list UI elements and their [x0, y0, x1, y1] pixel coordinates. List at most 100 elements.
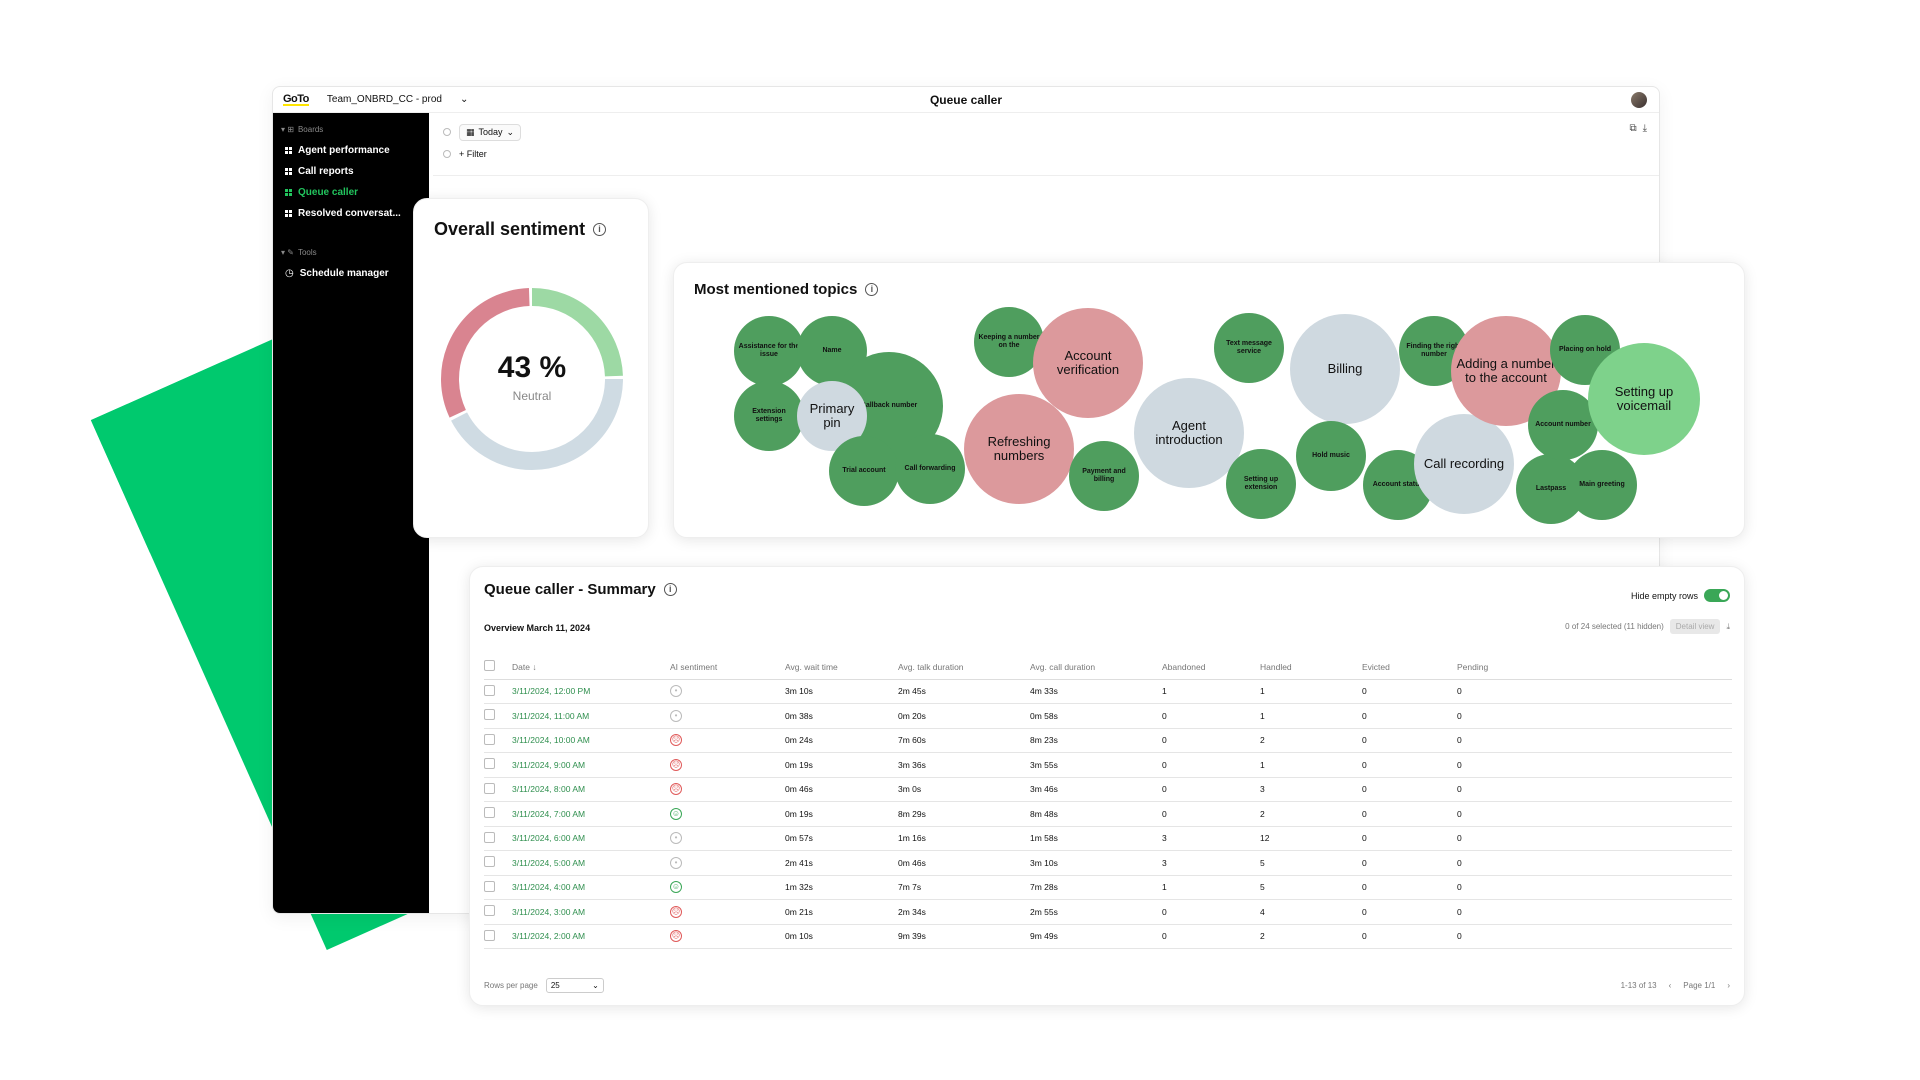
topic-bubble[interactable]: Extension settings	[734, 381, 804, 451]
row-checkbox[interactable]	[484, 905, 495, 917]
drag-handle-icon[interactable]	[443, 150, 451, 158]
cell-call: 7m 28s	[1030, 875, 1162, 900]
table-row[interactable]: 3/11/2024, 9:00 AM ☹ 0m 19s 3m 36s 3m 55s 0 1 0…	[484, 752, 1732, 778]
topic-bubble[interactable]: Account number	[1528, 390, 1598, 460]
hide-empty-rows-toggle[interactable]	[1704, 589, 1730, 602]
cell-date[interactable]: 3/11/2024, 8:00 AM	[512, 777, 670, 802]
table-row[interactable]: 3/11/2024, 2:00 AM ☹ 0m 10s 9m 39s 9m 49s 0 2 0…	[484, 924, 1732, 949]
cell-date[interactable]: 3/11/2024, 4:00 AM	[512, 875, 670, 900]
row-checkbox[interactable]	[484, 831, 495, 843]
table-row[interactable]: 3/11/2024, 10:00 AM ☹ 0m 24s 7m 60s 8m 23s 0 2…	[484, 728, 1732, 753]
col-ai-sentiment[interactable]: AI sentiment	[670, 655, 785, 680]
boards-section-header[interactable]: ▾ ⊞ Boards	[273, 121, 429, 140]
topic-bubble[interactable]: Account verification	[1033, 308, 1143, 418]
row-checkbox[interactable]	[484, 856, 495, 868]
sidebar-item-schedule-manager[interactable]: ◷ Schedule manager	[273, 263, 429, 284]
table-row[interactable]: 3/11/2024, 7:00 AM ☺ 0m 19s 8m 29s 8m 48s 0 2 0…	[484, 801, 1732, 827]
cell-abandoned: 3	[1162, 850, 1260, 876]
cell-checkbox	[484, 801, 512, 827]
row-checkbox[interactable]	[484, 733, 495, 745]
col-handled[interactable]: Handled	[1260, 655, 1362, 680]
row-checkbox[interactable]	[484, 684, 495, 696]
prev-page-icon[interactable]: ‹	[1668, 981, 1672, 990]
selection-info: 0 of 24 selected (11 hidden) Detail view ⤓	[1565, 619, 1730, 634]
col-abandoned[interactable]: Abandoned	[1162, 655, 1260, 680]
sidebar-item-resolved-conversations[interactable]: Resolved conversat...	[273, 203, 429, 224]
cell-date[interactable]: 3/11/2024, 7:00 AM	[512, 801, 670, 827]
copy-icon[interactable]: ⧉	[1629, 123, 1637, 134]
sidebar-item-agent-performance[interactable]: Agent performance	[273, 140, 429, 161]
topic-bubble[interactable]: Assistance for the issue	[734, 316, 804, 386]
filter-button[interactable]: + Filter	[459, 149, 487, 159]
cell-date[interactable]: 3/11/2024, 11:00 AM	[512, 703, 670, 729]
table-row[interactable]: 3/11/2024, 8:00 AM ☹ 0m 46s 3m 0s 3m 46s 0 3 0 0	[484, 777, 1732, 802]
topic-bubble[interactable]: Billing	[1290, 314, 1400, 424]
topic-bubble[interactable]: Hold music	[1296, 421, 1366, 491]
table-row[interactable]: 3/11/2024, 12:00 PM • 3m 10s 2m 45s 4m 33s 1 1…	[484, 679, 1732, 704]
tools-section-header[interactable]: ▾ ✎ Tools	[273, 244, 429, 263]
team-switcher[interactable]: Team_ONBRD_CC - prod ⌄	[327, 94, 468, 105]
avatar[interactable]	[1631, 92, 1647, 108]
cell-date[interactable]: 3/11/2024, 6:00 AM	[512, 826, 670, 851]
info-icon[interactable]: i	[663, 583, 677, 596]
next-page-icon[interactable]: ›	[1727, 981, 1730, 990]
col-wait[interactable]: Avg. wait time	[785, 655, 898, 680]
cell-wait: 0m 19s	[785, 801, 898, 827]
drag-handle-icon[interactable]	[443, 128, 451, 136]
goto-logo[interactable]: GoTo	[283, 93, 309, 106]
topic-bubble[interactable]: Trial account	[829, 436, 899, 506]
donut-segment-negative[interactable]	[441, 288, 623, 470]
topic-bubble[interactable]: Call recording	[1414, 414, 1514, 514]
col-evicted[interactable]: Evicted	[1362, 655, 1457, 680]
row-checkbox[interactable]	[484, 758, 495, 770]
download-icon[interactable]: ⤓	[1726, 621, 1730, 631]
sidebar-item-queue-caller[interactable]: Queue caller	[273, 182, 429, 203]
row-checkbox[interactable]	[484, 782, 495, 794]
col-date[interactable]: Date ↓	[512, 655, 670, 680]
detail-view-button[interactable]: Detail view	[1669, 619, 1721, 634]
info-icon[interactable]: i	[865, 283, 879, 296]
date-range-select[interactable]: ▦ Today ⌄	[459, 123, 522, 141]
topic-bubble[interactable]: Setting up extension	[1226, 449, 1296, 519]
cell-date[interactable]: 3/11/2024, 12:00 PM	[512, 679, 670, 704]
cell-date[interactable]: 3/11/2024, 3:00 AM	[512, 899, 670, 925]
select-all-checkbox[interactable]	[484, 660, 495, 672]
topic-bubble[interactable]: Refreshing numbers	[964, 394, 1074, 504]
sidebar-item-label: Queue caller	[298, 187, 359, 198]
topic-bubble[interactable]: Text message service	[1214, 313, 1284, 383]
topic-bubble[interactable]: Agent introduction	[1134, 378, 1244, 488]
topic-bubble[interactable]: Payment and billing	[1069, 441, 1139, 511]
table-row[interactable]: 3/11/2024, 5:00 AM • 2m 41s 0m 46s 3m 10s 3 5 0…	[484, 850, 1732, 876]
sidebar-item-call-reports[interactable]: Call reports	[273, 161, 429, 182]
table-row[interactable]: 3/11/2024, 6:00 AM • 0m 57s 1m 16s 1m 58s 3 12…	[484, 826, 1732, 851]
cell-abandoned: 0	[1162, 899, 1260, 925]
col-pending[interactable]: Pending	[1457, 655, 1732, 680]
table-row[interactable]: 3/11/2024, 4:00 AM ☺ 1m 32s 7m 7s 7m 28s 1 5 0 0	[484, 875, 1732, 900]
donut-segment-neutral[interactable]	[441, 288, 623, 470]
topic-bubble[interactable]: Main greeting	[1567, 450, 1637, 520]
info-icon[interactable]: i	[593, 223, 607, 236]
col-call[interactable]: Avg. call duration	[1030, 655, 1162, 680]
topic-bubble[interactable]: Keeping a number on the	[974, 307, 1044, 377]
rows-per-page-select[interactable]: 25 ⌄	[545, 978, 604, 993]
cell-pending: 0	[1457, 752, 1732, 778]
cell-date[interactable]: 3/11/2024, 9:00 AM	[512, 752, 670, 778]
row-checkbox[interactable]	[484, 929, 495, 941]
cell-call: 2m 55s	[1030, 899, 1162, 925]
row-checkbox[interactable]	[484, 709, 495, 721]
row-checkbox[interactable]	[484, 807, 495, 819]
overview-label: Overview March 11, 2024	[484, 623, 591, 633]
table-row[interactable]: 3/11/2024, 3:00 AM ☹ 0m 21s 2m 34s 2m 55s 0 4 0…	[484, 899, 1732, 925]
topic-bubble[interactable]: Setting up voicemail	[1588, 343, 1700, 455]
cell-date[interactable]: 3/11/2024, 2:00 AM	[512, 924, 670, 949]
rows-per-page-label: Rows per page	[484, 981, 538, 990]
cell-date[interactable]: 3/11/2024, 5:00 AM	[512, 850, 670, 876]
download-icon[interactable]: ⤓	[1642, 123, 1647, 134]
table-row[interactable]: 3/11/2024, 11:00 AM • 0m 38s 0m 20s 0m 58s 0 1…	[484, 703, 1732, 729]
col-talk[interactable]: Avg. talk duration	[898, 655, 1030, 680]
cell-date[interactable]: 3/11/2024, 10:00 AM	[512, 728, 670, 753]
donut-segment-positive[interactable]	[441, 288, 623, 470]
topic-bubble[interactable]: Call forwarding	[895, 434, 965, 504]
cell-pending: 0	[1457, 777, 1732, 802]
row-checkbox[interactable]	[484, 880, 495, 892]
